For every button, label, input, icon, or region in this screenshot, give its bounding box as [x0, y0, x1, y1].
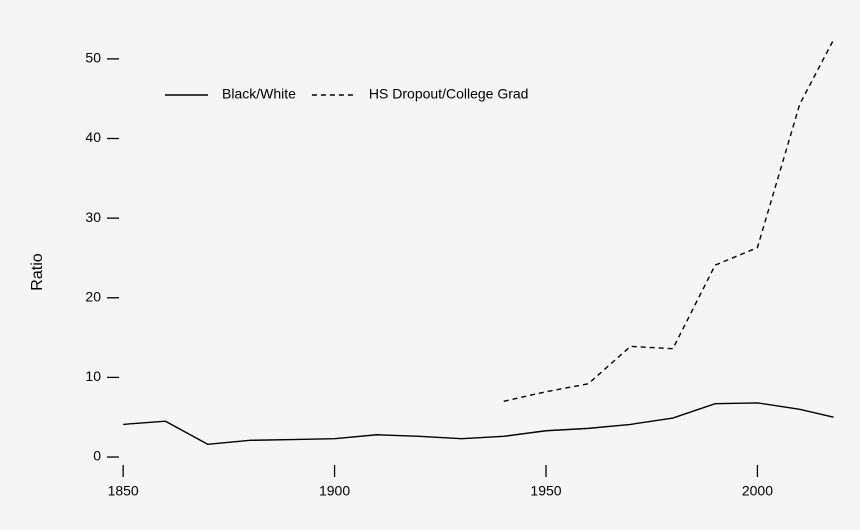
y-axis-label: Ratio	[29, 253, 46, 290]
x-tick-label: 1900	[319, 483, 350, 499]
x-tick-label: 2000	[742, 483, 773, 499]
legend-label: HS Dropout/College Grad	[369, 86, 529, 102]
y-tick-label: 20	[85, 288, 101, 304]
y-tick-label: 40	[85, 129, 101, 145]
line-series	[503, 39, 835, 402]
legend-label: Black/White	[222, 86, 296, 102]
y-tick-label: 10	[85, 368, 101, 384]
y-tick-label: 30	[85, 209, 101, 225]
y-tick-label: 50	[85, 50, 101, 66]
line-series	[123, 402, 834, 446]
x-tick-label: 1950	[530, 483, 561, 499]
y-tick-label: 0	[93, 448, 101, 464]
x-tick-label: 1850	[108, 483, 139, 499]
